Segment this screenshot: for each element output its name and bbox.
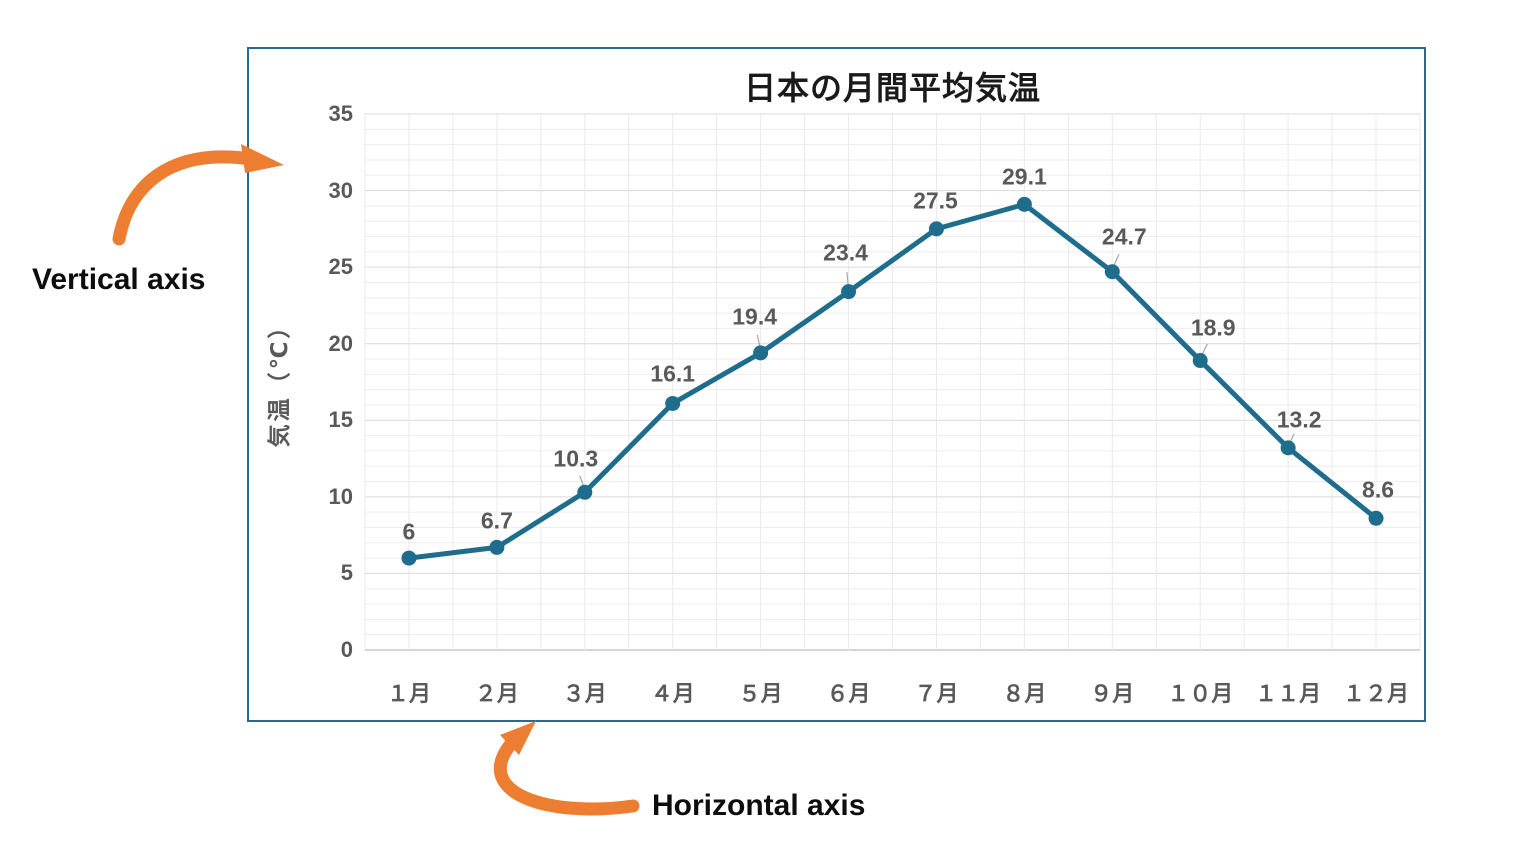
horizontal-axis-arrowhead-icon <box>500 721 536 755</box>
y-tick-label: 20 <box>328 330 353 356</box>
data-label-leader <box>846 272 849 286</box>
data-point-marker <box>1104 264 1120 280</box>
x-tick-label: ２月 <box>474 681 519 706</box>
data-label-leader <box>1112 253 1120 267</box>
data-label: 13.2 <box>1276 406 1322 433</box>
x-tick-label: ９月 <box>1090 681 1135 706</box>
data-label: 6.7 <box>480 507 513 534</box>
y-tick-label: 25 <box>328 254 353 280</box>
data-label: 6 <box>402 518 416 545</box>
data-label: 16.1 <box>650 360 696 387</box>
y-tick-label: 30 <box>328 177 353 203</box>
x-tick-label: ５月 <box>738 681 783 706</box>
data-label: 29.1 <box>1001 163 1047 190</box>
data-label: 10.3 <box>553 445 599 472</box>
data-point-marker <box>753 345 769 361</box>
chart-container: 日本の月間平均気温 気温（℃） 0 5 10 15 20 25 30 35 １月 ２月 ３月 ４月 ５月… <box>247 47 1426 722</box>
data-label: 8.6 <box>1362 476 1395 503</box>
temperature-line <box>406 201 1379 561</box>
x-tick-label: １０月 <box>1167 681 1234 706</box>
x-tick-label: ３月 <box>562 681 607 706</box>
chart-title: 日本の月間平均気温 <box>743 70 1041 106</box>
vertical-axis-arrow <box>112 150 250 246</box>
plot-area <box>364 113 1421 651</box>
horizontal-axis-annotation: Horizontal axis <box>652 789 866 822</box>
x-tick-label: ４月 <box>650 681 695 706</box>
data-point-marker <box>1280 440 1296 456</box>
data-point-marker <box>1192 353 1208 369</box>
data-label: 27.5 <box>913 187 958 214</box>
y-tick-label: 10 <box>328 483 353 509</box>
y-tick-label: 15 <box>328 407 353 433</box>
data-label: 24.7 <box>1101 223 1147 250</box>
data-point-marker <box>489 539 505 555</box>
data-label: 23.4 <box>823 239 868 266</box>
data-point-marker <box>841 284 857 300</box>
data-point-marker <box>1016 196 1032 212</box>
x-tick-label: ８月 <box>1002 681 1047 706</box>
data-label-leader <box>756 334 761 348</box>
vertical-axis-annotation: Vertical axis <box>32 263 206 296</box>
data-point-marker <box>665 395 681 411</box>
x-tick-label: １１月 <box>1255 681 1322 706</box>
data-point-marker <box>1368 510 1384 526</box>
data-point-marker <box>401 550 417 566</box>
y-tick-label: 0 <box>340 637 353 662</box>
x-tick-label: ６月 <box>826 681 871 706</box>
horizontal-axis-arrow <box>493 738 640 816</box>
data-label: 19.4 <box>732 303 778 330</box>
data-point-marker <box>577 484 593 500</box>
data-point-marker <box>928 221 944 237</box>
y-tick-label: 35 <box>328 101 353 126</box>
x-tick-label: １２月 <box>1343 681 1410 706</box>
x-tick-label: ７月 <box>914 681 959 706</box>
data-label: 18.9 <box>1190 314 1236 341</box>
x-tick-label: １月 <box>386 681 431 706</box>
y-tick-label: 5 <box>340 560 353 586</box>
